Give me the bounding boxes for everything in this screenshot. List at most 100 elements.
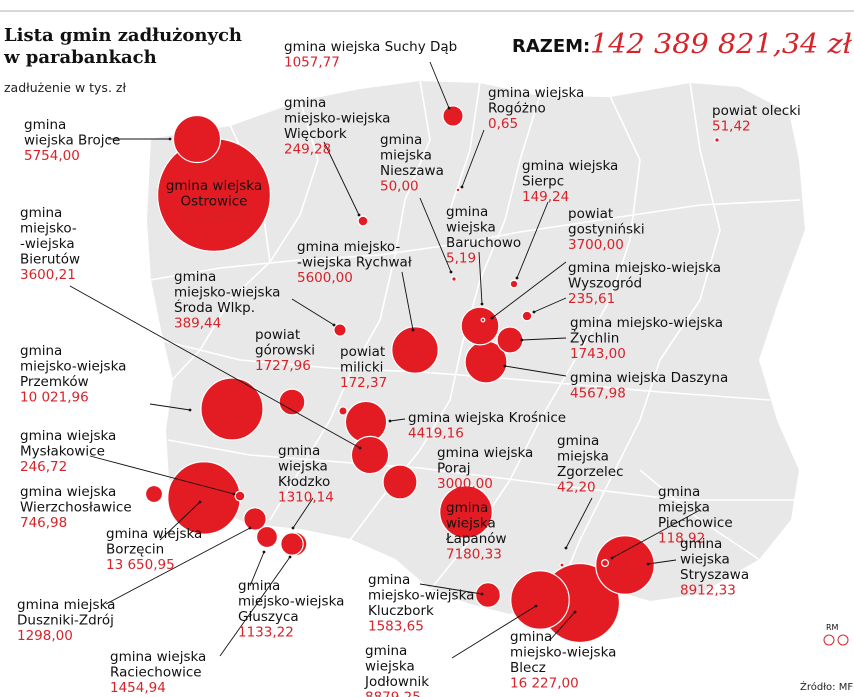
bubble-25	[144, 484, 164, 504]
total-value: 142 389 821,34 zł	[590, 29, 852, 60]
leader-line-20	[89, 455, 235, 495]
label-14-line-0: gmina miejsko-wiejska	[570, 315, 723, 331]
logo-p-icon	[837, 634, 849, 646]
leader-dot-34	[573, 610, 577, 614]
label-26-line-1: miejska	[658, 500, 710, 516]
label-34-line-1: miejsko-wiejska	[510, 645, 616, 661]
logo-rm: RM	[826, 623, 839, 632]
map-border-4	[554, 81, 721, 601]
value-2: 1057,77	[284, 55, 340, 71]
label-20-line-0: gmina wiejska	[20, 428, 116, 444]
value-19: 4419,16	[408, 426, 464, 442]
bubble-16	[338, 406, 348, 416]
label-9-line-0: powiat	[568, 206, 613, 222]
bubble-23	[439, 485, 493, 539]
leader-line-13	[291, 298, 335, 326]
leader-line-10	[69, 285, 361, 449]
leader-line-31	[105, 527, 251, 605]
label-12-line-0: gmina miejsko-wiejska	[568, 260, 721, 276]
map-border-1	[269, 79, 431, 521]
label-16-line-1: milicki	[340, 360, 383, 376]
label-26-line-2: Piechowice	[658, 515, 733, 531]
leader-dot-19	[388, 419, 392, 423]
bubble-4	[455, 187, 461, 193]
leader-dot-11	[411, 328, 415, 332]
leader-dot-30	[262, 550, 266, 554]
leader-dot-20	[232, 492, 236, 496]
bubble-13	[333, 323, 347, 337]
label-13-line-2: Środa Wlkp.	[174, 298, 255, 316]
label-10-line-3: Bierutów	[20, 252, 80, 268]
label-32-line-1: Raciechowice	[110, 665, 202, 681]
bubble-28	[595, 535, 655, 595]
leader-line-11	[401, 271, 414, 331]
leader-dot-28	[646, 562, 650, 566]
map-border-5	[149, 199, 801, 281]
label-6-line-2: Nieszawa	[380, 163, 444, 179]
label-21-line-2: Kłodzko	[278, 474, 330, 490]
bubble-12	[521, 310, 533, 322]
label-27-line-1: Borzęcin	[106, 542, 164, 558]
label-25-line-1: Wierzchosławice	[20, 500, 132, 516]
value-22: 3000,00	[437, 476, 493, 492]
leader-line-2	[429, 61, 450, 109]
label-29-line-2: Kluczbork	[368, 603, 434, 619]
leader-lines	[69, 61, 701, 659]
label-4-line-1: Rogóżno	[488, 101, 546, 117]
label-0-line-1: wiejska Brojce	[24, 133, 120, 149]
label-12-line-1: Wyszogród	[568, 276, 642, 292]
bubble-2	[442, 105, 464, 127]
leader-dot-14	[520, 338, 524, 342]
leader-line-34	[549, 611, 576, 641]
value-27: 13 650,95	[106, 557, 175, 573]
value-11: 5600,00	[297, 270, 353, 286]
leader-dot-2	[447, 106, 451, 110]
leader-dot-21	[291, 526, 295, 530]
label-7-line-0: gmina wiejska	[522, 158, 618, 174]
label-21-line-0: gmina	[278, 443, 320, 459]
leader-line-29	[419, 583, 483, 595]
bubble-17	[200, 377, 264, 441]
map-border-10	[639, 469, 761, 561]
bubble-31	[243, 507, 267, 531]
label-31-line-0: gmina miejska	[17, 597, 115, 613]
value-31: 1298,00	[17, 628, 73, 644]
label-22-line-0: gmina wiejska	[437, 445, 533, 461]
bubble-0	[172, 114, 222, 164]
label-33-line-0: gmina	[365, 643, 407, 659]
label-1-line-0: gmina wiejska	[166, 178, 262, 194]
leader-line-9	[491, 261, 567, 319]
label-13-line-0: gmina	[174, 269, 216, 285]
label-4-line-0: gmina wiejska	[488, 85, 584, 101]
bubble-5	[714, 137, 720, 143]
leader-line-24	[565, 497, 593, 549]
label-0-line-0: gmina	[24, 117, 66, 133]
label-33-line-1: wiejska	[365, 659, 415, 675]
label-23-line-2: Łapanów	[445, 531, 507, 547]
chart-subtitle: zadłużenie w tys. zł	[4, 80, 126, 95]
bubble-14	[496, 326, 524, 354]
value-3: 249,28	[284, 142, 331, 158]
leader-line-32	[219, 556, 291, 657]
value-13: 389,44	[174, 316, 221, 332]
label-20-line-1: Mysłakowice	[20, 444, 105, 460]
label-6-line-0: gmina	[380, 132, 422, 148]
leader-dot-7	[515, 276, 519, 280]
value-26: 118,92	[658, 531, 705, 547]
bubble-15	[278, 388, 306, 416]
leader-line-26	[611, 509, 701, 559]
label-29-line-1: miejsko-wiejska	[368, 588, 474, 604]
label-34-line-0: gmina	[510, 629, 552, 645]
leader-dot-33	[534, 604, 538, 608]
leader-line-30	[249, 551, 265, 587]
value-28: 8912,33	[680, 583, 736, 599]
leader-line-6	[419, 197, 452, 273]
leader-line-28	[647, 559, 677, 565]
label-24-line-0: gmina	[557, 433, 599, 449]
leader-dot-8	[480, 302, 484, 306]
value-30: 1133,22	[238, 625, 294, 641]
label-18-line-0: gmina wiejska Daszyna	[570, 370, 728, 386]
label-15-line-0: powiat	[255, 327, 300, 343]
